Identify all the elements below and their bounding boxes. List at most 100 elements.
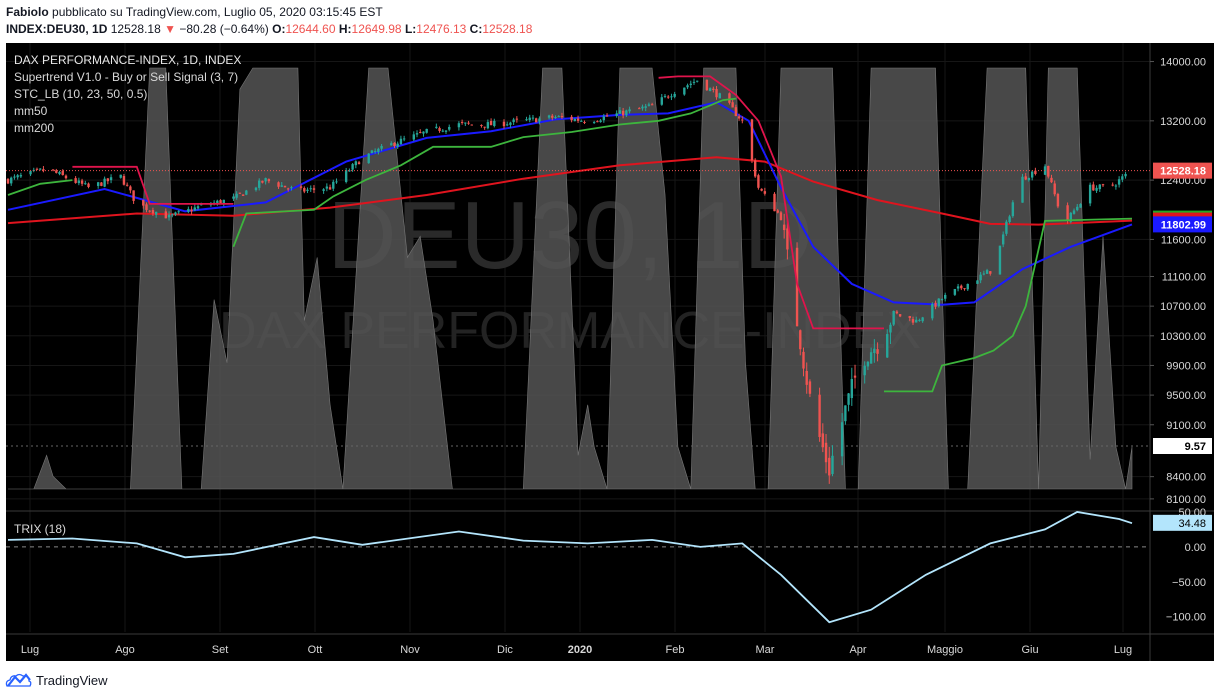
candle bbox=[142, 199, 145, 209]
candle bbox=[705, 79, 709, 91]
candle-body bbox=[1092, 184, 1095, 191]
candle-body bbox=[576, 118, 580, 121]
candle bbox=[174, 211, 177, 216]
candle-body bbox=[216, 200, 219, 204]
candle-body bbox=[1095, 187, 1098, 191]
price-axis[interactable]: 14000.0013200.0012400.0011600.0011100.00… bbox=[1150, 57, 1212, 506]
candle bbox=[1027, 177, 1031, 182]
candle-body bbox=[415, 133, 419, 135]
chart-canvas[interactable]: DEU30, 1D DAX PERFORMANCE-INDEX 50.000.0… bbox=[0, 40, 1224, 666]
candle-body bbox=[799, 330, 802, 350]
low-value: 12476.13 bbox=[416, 22, 467, 36]
candle bbox=[934, 300, 937, 310]
candle-body bbox=[241, 194, 245, 196]
candle-body bbox=[1079, 204, 1082, 208]
candle-body bbox=[779, 212, 783, 221]
candle-body bbox=[154, 211, 158, 215]
candle bbox=[763, 187, 767, 196]
high-value: 12649.98 bbox=[351, 22, 402, 36]
candle bbox=[267, 178, 271, 184]
supertrend-up-segment bbox=[232, 97, 737, 248]
candle-body bbox=[1098, 184, 1101, 190]
candle bbox=[309, 185, 312, 192]
candle bbox=[1101, 183, 1105, 187]
candle bbox=[898, 314, 902, 318]
price-label-box bbox=[1153, 438, 1212, 454]
candle bbox=[718, 92, 721, 99]
candle bbox=[911, 316, 915, 325]
candle-body bbox=[109, 177, 113, 181]
candle bbox=[154, 211, 158, 218]
candle bbox=[480, 124, 483, 128]
supertrend-up-segment bbox=[884, 217, 1133, 393]
candle bbox=[1053, 180, 1056, 197]
candle bbox=[782, 213, 786, 239]
candle-body bbox=[444, 130, 448, 132]
supertrend-down-segment bbox=[658, 75, 884, 330]
candle-body bbox=[283, 185, 287, 188]
candle-body bbox=[232, 196, 235, 199]
candle-body bbox=[1069, 212, 1073, 222]
candle-body bbox=[1056, 193, 1060, 207]
candle-body bbox=[560, 116, 564, 118]
candle bbox=[818, 387, 821, 442]
candle-body bbox=[332, 181, 335, 189]
candle-body bbox=[618, 110, 622, 114]
candle bbox=[886, 329, 889, 358]
candle-body bbox=[354, 161, 358, 166]
candle-body bbox=[393, 142, 396, 147]
candle bbox=[576, 115, 580, 123]
candle-body bbox=[174, 212, 177, 215]
time-tick-label: Ago bbox=[115, 644, 135, 656]
candle-body bbox=[873, 348, 876, 354]
candle bbox=[122, 173, 126, 186]
candle-body bbox=[982, 273, 986, 275]
candle bbox=[737, 113, 741, 121]
candle-body bbox=[828, 457, 831, 476]
candle-body bbox=[898, 314, 902, 317]
candle bbox=[847, 392, 850, 412]
candle bbox=[1092, 181, 1095, 191]
candle-body bbox=[1121, 176, 1124, 180]
candle bbox=[106, 177, 110, 185]
candle bbox=[486, 119, 490, 130]
candle-body bbox=[515, 118, 519, 120]
candle-body bbox=[605, 115, 609, 117]
candle-body bbox=[129, 186, 132, 191]
candle bbox=[399, 135, 403, 145]
candle-body bbox=[966, 283, 969, 290]
candle bbox=[351, 163, 354, 172]
candle-body bbox=[245, 190, 248, 195]
candle-body bbox=[303, 188, 306, 192]
candle-body bbox=[831, 455, 834, 475]
candle-body bbox=[299, 186, 303, 188]
candle bbox=[821, 423, 825, 453]
candle bbox=[931, 302, 934, 321]
candle bbox=[335, 178, 338, 184]
tradingview-brand[interactable]: TradingView bbox=[4, 670, 108, 690]
candle-body bbox=[435, 126, 438, 128]
legend-title: DAX PERFORMANCE-INDEX, 1D, INDEX bbox=[14, 53, 241, 67]
time-axis[interactable]: Lug Ago Set Ott Nov Dic 2020 Feb Mar Apr Maggio Giu… bbox=[21, 644, 1132, 656]
candle-body bbox=[470, 124, 473, 126]
candle-body bbox=[348, 170, 351, 172]
candle-body bbox=[1101, 184, 1105, 186]
candle-body bbox=[621, 110, 625, 116]
candle-body bbox=[805, 370, 808, 385]
candle bbox=[557, 115, 560, 118]
candle-body bbox=[171, 214, 174, 216]
candle-body bbox=[979, 274, 982, 281]
author-name[interactable]: Fabiolo bbox=[6, 5, 49, 19]
candle-body bbox=[638, 108, 641, 110]
candle bbox=[460, 119, 464, 125]
candle bbox=[96, 181, 100, 189]
price-tick-label: 9500.00 bbox=[1166, 390, 1206, 402]
time-tick-label: Set bbox=[212, 644, 229, 656]
price-change: −80.28 (−0.64%) bbox=[179, 22, 269, 36]
candle bbox=[51, 169, 55, 172]
candle-body bbox=[528, 117, 531, 121]
candle bbox=[332, 179, 335, 192]
candle-body bbox=[261, 180, 264, 183]
candle-body bbox=[312, 188, 316, 190]
candle bbox=[596, 120, 599, 123]
